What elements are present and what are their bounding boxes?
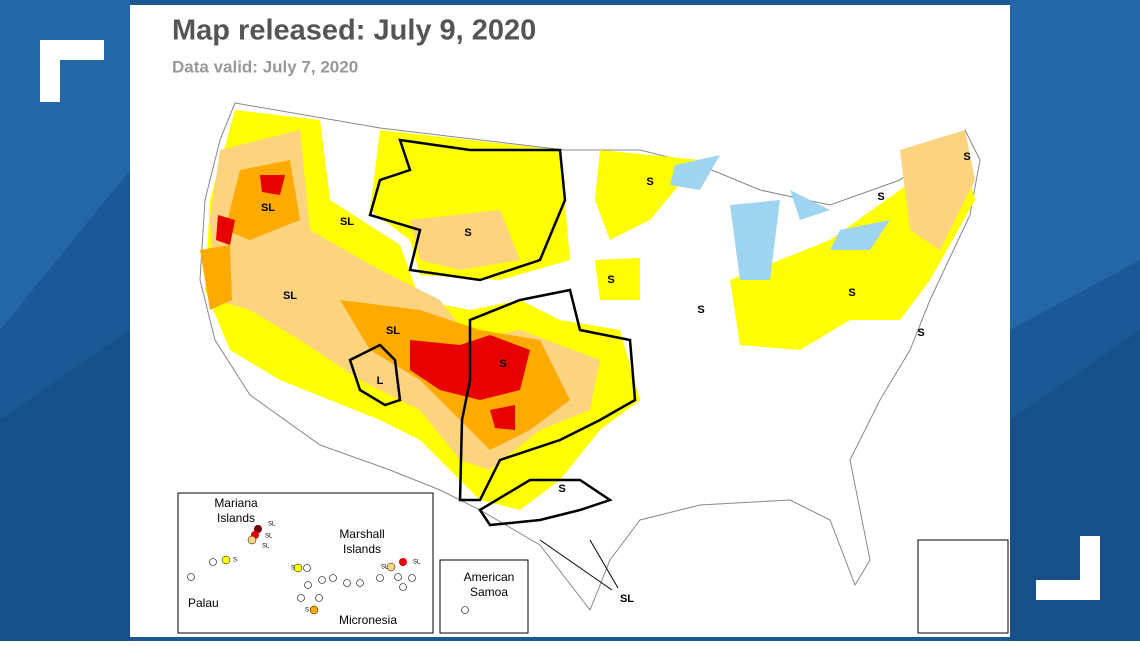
- island-dot: [461, 606, 469, 614]
- drought-d2: [200, 245, 232, 310]
- island-dot: [356, 579, 364, 587]
- impact-line: [458, 288, 637, 502]
- map-label: SL: [620, 593, 634, 605]
- region-label: Marshall: [339, 527, 384, 541]
- title: Map released: July 9, 2020: [172, 15, 536, 47]
- leader-line: [589, 539, 619, 589]
- island-dot: [247, 535, 257, 545]
- region-label: Islands: [343, 542, 381, 556]
- map-label: S: [877, 191, 884, 203]
- island-dot: [376, 574, 384, 582]
- region-label: Samoa: [470, 585, 508, 599]
- island-dot: [394, 573, 402, 581]
- impact-line: [368, 138, 567, 282]
- great-lakes: [670, 155, 890, 280]
- map-label: SL: [340, 216, 354, 228]
- island-dot: [408, 574, 416, 582]
- drought-d1: [900, 130, 975, 250]
- island-dot: [343, 579, 351, 587]
- inset-label: SL: [381, 565, 389, 571]
- map-label: S: [646, 176, 653, 188]
- island-dot: [297, 594, 305, 602]
- map-label: SL: [261, 202, 275, 214]
- island-dot: [209, 558, 217, 566]
- region-label: American: [464, 570, 515, 584]
- island-dot: [329, 574, 337, 582]
- inset-label: S: [291, 566, 295, 572]
- impact-line: [348, 343, 402, 407]
- subtitle: Data valid: July 7, 2020: [172, 57, 358, 76]
- map-label: S: [558, 483, 565, 495]
- inset-islands: [221, 525, 407, 615]
- island-dot: [386, 562, 396, 572]
- inset-label: SL: [262, 544, 270, 550]
- island-dot: [187, 573, 195, 581]
- inset-label: S: [233, 558, 237, 564]
- map-label: S: [499, 358, 506, 370]
- impact-line: [478, 478, 613, 527]
- island-dot: [303, 564, 311, 572]
- map-label: S: [848, 287, 855, 299]
- map-label: L: [377, 375, 384, 387]
- drought-d1: [410, 210, 520, 270]
- region-label: Palau: [188, 596, 219, 610]
- us-map: [199, 102, 981, 612]
- island-dot: [254, 525, 262, 533]
- island-dot: [293, 563, 303, 573]
- island-dot: [315, 594, 323, 602]
- map-label: S: [607, 274, 614, 286]
- inset-box: [917, 539, 1009, 634]
- region-label: Mariana: [214, 496, 258, 510]
- map-label: S: [464, 227, 471, 239]
- region-label: Islands: [217, 511, 255, 525]
- bg-shape: [1010, 0, 1140, 330]
- inset-label: SL: [268, 522, 276, 528]
- map-label: S: [917, 327, 924, 339]
- bg-shape: [0, 330, 130, 641]
- inset-label: S: [305, 608, 309, 614]
- map-label: SL: [283, 290, 297, 302]
- bg-shape: [0, 0, 130, 330]
- bg-shape: [1010, 330, 1140, 641]
- island-dot: [318, 576, 326, 584]
- inset-box: [439, 559, 529, 634]
- island-dot: [399, 558, 407, 566]
- corner-bracket: [40, 40, 104, 102]
- island-dot: [309, 605, 319, 615]
- leader-line: [539, 539, 613, 591]
- corner-bracket: [1036, 536, 1100, 600]
- inset-label: SL: [413, 560, 421, 566]
- island-dot: [399, 583, 407, 591]
- drought-d0: [595, 258, 640, 300]
- map-label: SL: [386, 325, 400, 337]
- island-dot: [221, 555, 231, 565]
- island-dot: [304, 581, 312, 589]
- region-label: Micronesia: [339, 613, 397, 627]
- map-label: S: [697, 304, 704, 316]
- inset-label: SL: [265, 534, 273, 540]
- map-label: S: [963, 151, 970, 163]
